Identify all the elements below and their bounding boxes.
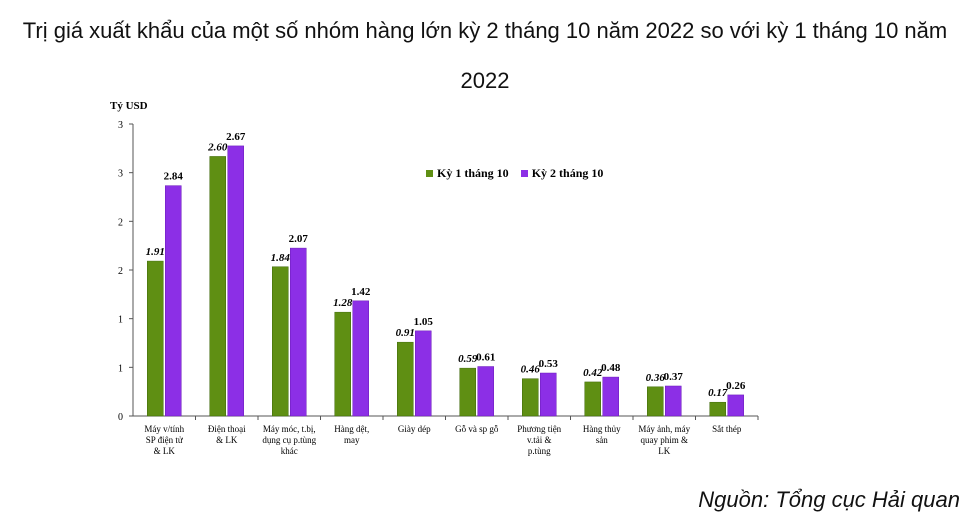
bar-series-2 [540, 372, 557, 417]
data-label-series-1: 2.60 [207, 141, 228, 153]
y-axis-label: Tỷ USD [110, 100, 148, 112]
legend-item-series-1: Kỳ 1 tháng 10 [426, 166, 509, 181]
data-label-series-2: 0.37 [664, 371, 684, 383]
bar-series-1 [334, 311, 351, 417]
bar-series-1 [709, 401, 726, 417]
data-label-series-1: 0.91 [396, 327, 415, 339]
x-tick-label: Gỗ và sp gỗ [455, 424, 499, 434]
x-tick-label: Giày dép [398, 424, 431, 434]
data-label-series-2: 2.07 [289, 233, 309, 245]
data-label-series-1: 0.36 [646, 372, 666, 384]
chart-title: Trị giá xuất khẩu của một số nhóm hàng l… [22, 18, 948, 93]
data-label-series-1: 1.84 [271, 252, 291, 264]
y-tick-label: 3 [118, 169, 123, 180]
bar-series-1 [209, 156, 226, 417]
y-tick-label: 3 [118, 120, 123, 131]
data-label-series-2: 2.84 [164, 171, 184, 183]
bar-series-2 [602, 376, 619, 417]
legend-item-series-2: Kỳ 2 tháng 10 [520, 166, 604, 181]
bar-series-2 [415, 330, 432, 417]
y-tick-label: 0 [118, 412, 123, 423]
legend-swatch-series-1 [426, 170, 433, 177]
source-note: Nguồn: Tổng cục Hải quan [698, 487, 960, 512]
bar-series-2 [227, 145, 244, 417]
y-tick-label: 1 [118, 363, 123, 374]
x-tick-label: Phương tiện v.tải & p.tùng [517, 424, 561, 456]
y-tick-label: 2 [118, 266, 123, 277]
bar-series-2 [665, 385, 682, 417]
legend: Kỳ 1 tháng 10 Kỳ 2 tháng 10 [426, 166, 603, 181]
bar-series-1 [397, 341, 414, 417]
x-tick-labels: Máy v/tính SP điện tử & LK Điện thoại & LK Má… [144, 424, 741, 456]
bar-series-1 [522, 378, 539, 417]
legend-swatch-series-2 [520, 170, 528, 177]
bar-series-2 [290, 247, 307, 417]
bar-series-1 [459, 367, 476, 417]
y-tick-label: 2 [118, 217, 123, 228]
bar-series-1 [147, 260, 164, 417]
x-tick-label: Máy v/tính SP điện tử & LK [144, 424, 184, 456]
data-label-series-1: 0.46 [521, 364, 541, 376]
data-label-series-2: 1.42 [351, 286, 371, 298]
bar-series-2 [477, 366, 494, 417]
x-tick-label: Hàng dệt, may [334, 424, 369, 445]
data-labels: 1.91 2.84 2.602.67 1.84 2.07 1.281.42 0.911.05… [146, 131, 746, 399]
data-label-series-1: 1.91 [146, 246, 165, 258]
data-label-series-2: 0.48 [601, 362, 621, 374]
x-tick-label: Máy ảnh, máy quay phim & LK [638, 424, 690, 456]
bar-series-1 [272, 266, 289, 417]
bar-series-1 [584, 381, 601, 417]
data-label-series-1: 0.42 [583, 367, 603, 379]
legend-label-series-2: Kỳ 2 tháng 10 [531, 166, 604, 180]
x-tick-label: Điện thoại & LK [208, 424, 246, 445]
x-tick-label: Máy móc, t.bị, dụng cụ p.tùng khác [262, 424, 316, 456]
data-label-series-1: 1.28 [333, 297, 353, 309]
bar-series-2 [165, 185, 182, 417]
data-label-series-2: 0.26 [726, 380, 746, 392]
legend-label-series-1: Kỳ 1 tháng 10 [437, 166, 509, 180]
x-tick-label: Hàng thủy sản [583, 424, 621, 445]
bars [147, 145, 744, 417]
data-label-series-2: 0.61 [476, 352, 495, 364]
x-tick-label: Sắt thép [712, 424, 742, 434]
data-label-series-1: 0.59 [458, 353, 478, 365]
bar-series-1 [647, 386, 664, 417]
data-label-series-2: 2.67 [226, 131, 246, 143]
data-label-series-2: 1.05 [414, 316, 434, 328]
bar-series-2 [352, 300, 369, 417]
bar-series-2 [727, 394, 744, 417]
y-tick-label: 1 [118, 315, 123, 326]
data-label-series-1: 0.17 [708, 387, 728, 399]
data-label-series-2: 0.53 [539, 358, 559, 370]
